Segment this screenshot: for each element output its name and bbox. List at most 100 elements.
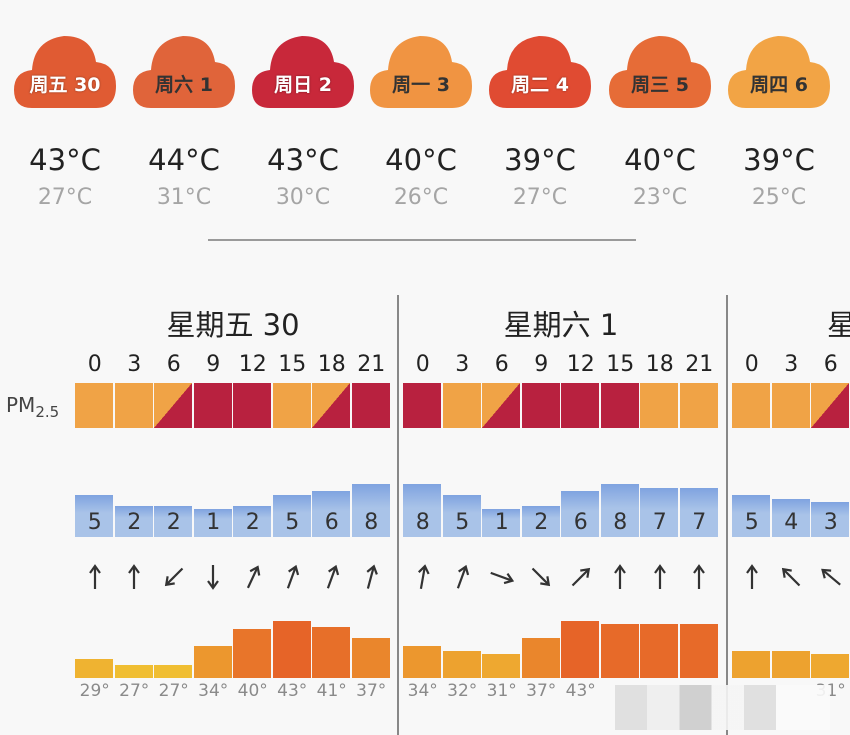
wind-bar [811,502,849,537]
watermark-mosaic [615,685,830,730]
wind-speed-value: 6 [573,510,588,535]
hour-label: 18 [317,352,346,377]
pm-label-sub: 2.5 [35,403,60,421]
pm25-cell [640,383,678,428]
temperature-bar [233,629,271,678]
temperature-bar [75,659,113,678]
hour-label: 6 [166,352,181,377]
pm25-cell [114,383,153,428]
pm25-cell [811,383,849,428]
temperature-label: 27° [158,681,189,701]
temperature-bar [482,653,520,678]
wind-speed-value: 1 [206,510,221,535]
temperature-bar [640,624,678,678]
hour-label: 3 [784,352,799,377]
forecast-high-temp: 39°C [743,143,815,177]
wind-direction-arrow-icon [154,563,194,591]
forecast-high-temp: 43°C [267,143,339,177]
day-divider [726,295,728,735]
cloud-icon [728,36,830,108]
hour-label: 0 [744,352,759,377]
hour-label: 3 [455,352,470,377]
forecast-high-temp: 40°C [624,143,696,177]
temperature-bar [154,664,192,678]
forecast-day-label: 周三 5 [631,74,689,96]
temperature-label: 43° [565,681,596,701]
wind-bar [351,484,390,537]
forecast-low-temp: 30°C [275,185,331,210]
temperature-bar [732,651,770,678]
forecast-day-chip[interactable]: 周一 3 [368,32,474,110]
temperature-bar [561,621,599,678]
cloud-icon [609,36,711,108]
wind-speed-value: 8 [364,510,379,535]
forecast-day-label: 周二 4 [511,74,569,96]
forecast-day-chip[interactable]: 周五 30 [12,32,118,110]
pm25-cell [75,383,113,428]
wind-bar [600,484,639,537]
forecast-low-temp: 26°C [393,185,449,210]
divider-line [208,239,636,241]
pm25-cell [732,383,770,428]
pm25-cell [272,383,311,428]
forecast-low-temp: 27°C [37,185,93,210]
temperature-bar [272,621,311,678]
wind-direction-arrow-icon [115,563,155,591]
temperature-bar [114,664,153,678]
wind-direction-arrow-icon [732,563,772,591]
temperature-bar [351,637,390,678]
wind-direction-arrow-icon [273,563,313,591]
forecast-high-temp: 43°C [29,143,101,177]
wind-speed-value: 5 [744,510,759,535]
temperature-bar [403,645,441,678]
pm25-cell [351,383,390,428]
hour-label: 21 [685,352,714,377]
wind-bar [233,505,271,537]
cloud-icon [14,36,116,108]
wind-speed-value: 6 [324,510,339,535]
pm25-cell [312,383,350,428]
hour-label: 9 [206,352,221,377]
wind-bar [482,509,520,537]
forecast-day-chip[interactable]: 周日 2 [250,32,356,110]
temperature-bar [600,624,639,678]
hour-label: 12 [238,352,267,377]
pm25-cell [233,383,271,428]
wind-bar [193,509,232,537]
forecast-day-chip[interactable]: 周三 5 [607,32,713,110]
wind-direction-arrow-icon [811,563,850,591]
forecast-day-chip[interactable]: 周六 1 [131,32,237,110]
wind-direction-arrow-icon [233,563,273,591]
hour-label: 9 [534,352,549,377]
wind-bar [272,495,311,537]
temperature-bar [193,645,232,678]
cloud-icon [133,36,235,108]
forecast-high-temp: 44°C [148,143,220,177]
wind-direction-arrow-icon [443,563,483,591]
wind-direction-arrow-icon [522,563,562,591]
temperature-label: 31° [486,681,517,701]
pm25-cell [679,383,718,428]
forecast-day-chip[interactable]: 周四 6 [726,32,832,110]
temperature-label: 43° [277,681,308,701]
temperature-label: 37° [356,681,387,701]
temperature-label: 29° [79,681,110,701]
wind-bar [732,495,770,537]
pm25-cell [442,383,481,428]
pm25-cell [600,383,639,428]
forecast-day-label: 周六 1 [155,74,213,96]
forecast-low-temp: 27°C [512,185,568,210]
wind-bar [154,505,192,537]
wind-bar [771,498,810,537]
wind-speed-value: 5 [87,510,102,535]
hour-label: 18 [645,352,674,377]
forecast-day-label: 周日 2 [274,74,332,96]
wind-direction-arrow-icon [352,563,392,591]
wind-bar [521,505,560,537]
wind-direction-arrow-icon [561,563,601,591]
wind-speed-value: 8 [415,510,430,535]
forecast-day-chip[interactable]: 周二 4 [487,32,593,110]
temperature-label: 27° [119,681,150,701]
pm-label-text: PM [6,393,36,417]
wind-direction-arrow-icon [75,563,115,591]
